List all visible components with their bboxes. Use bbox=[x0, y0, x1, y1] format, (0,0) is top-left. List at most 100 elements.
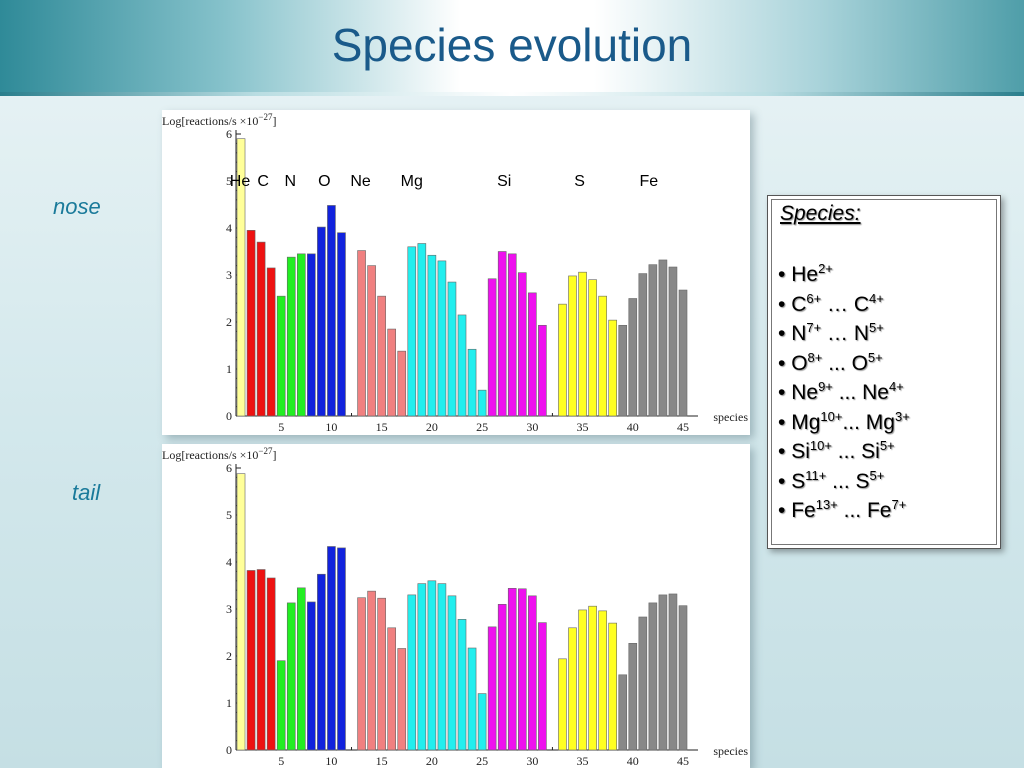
bar-mg-19 bbox=[417, 583, 427, 751]
bar-o-9 bbox=[317, 573, 326, 751]
legend-charge-high: 9+ bbox=[818, 379, 833, 394]
legend-ion-low: Ne bbox=[862, 381, 889, 404]
bar-si-26 bbox=[487, 626, 497, 751]
tail-chart-panel: 0 1 2 3 4 5 6 5 10 15 20 25 30 35 40 45 Log[reactions/s … bbox=[162, 444, 750, 768]
legend-ion-high: C bbox=[791, 292, 807, 316]
y-tick-label: 0 bbox=[226, 743, 232, 757]
legend-item-mg: • Mg10+... Mg3+ bbox=[778, 408, 910, 438]
bar-s-35 bbox=[578, 609, 587, 751]
bar-s-36 bbox=[588, 279, 597, 417]
y-tick-label: 0 bbox=[226, 409, 232, 423]
bar-c-2 bbox=[246, 570, 256, 751]
bar-mg-21 bbox=[437, 583, 447, 751]
legend-charge-low: 7+ bbox=[891, 497, 907, 512]
legend-charge-low: 4+ bbox=[869, 290, 884, 306]
legend-charge-low: 5+ bbox=[869, 467, 885, 483]
bar-si-28 bbox=[507, 588, 517, 751]
legend-charge-low: 5+ bbox=[869, 320, 884, 335]
bar-s-33 bbox=[558, 658, 567, 751]
bar-ne-13 bbox=[357, 597, 366, 751]
bar-c-4 bbox=[266, 267, 276, 417]
x-tick-label: 30 bbox=[526, 420, 538, 434]
y-tick-label: 5 bbox=[226, 508, 232, 522]
legend-charge-high: 8+ bbox=[807, 349, 823, 365]
legend-ion-low: S bbox=[855, 469, 870, 493]
legend-separator: ... bbox=[832, 381, 863, 404]
bar-ne-16 bbox=[387, 328, 396, 417]
legend-charge-low: 3+ bbox=[894, 408, 910, 424]
bar-fe-45 bbox=[678, 289, 688, 417]
element-label-mg: Mg bbox=[401, 173, 423, 190]
legend-charge-low: 4+ bbox=[888, 379, 904, 394]
legend-ion-high: Fe bbox=[791, 499, 816, 522]
bar-fe-43 bbox=[658, 259, 668, 417]
bar-s-38 bbox=[608, 622, 617, 751]
y-tick-label: 6 bbox=[226, 127, 232, 141]
x-tick-label: 5 bbox=[278, 420, 284, 434]
bar-o-11 bbox=[337, 547, 346, 751]
legend-ion-high: Si bbox=[791, 440, 810, 463]
tail-label: tail bbox=[72, 480, 101, 505]
legend-ion-low: C bbox=[853, 292, 870, 316]
legend-bullet: • bbox=[778, 292, 786, 316]
bar-o-9 bbox=[317, 226, 326, 417]
bar-n-6 bbox=[286, 602, 296, 751]
bar-mg-24 bbox=[467, 348, 477, 417]
bar-si-28 bbox=[507, 253, 517, 417]
bar-mg-21 bbox=[437, 260, 447, 417]
legend-ion-low: Fe bbox=[866, 499, 892, 522]
legend-charge-high: 13+ bbox=[815, 497, 838, 512]
bar-fe-41 bbox=[638, 273, 648, 417]
bar-fe-44 bbox=[668, 266, 678, 417]
y-tick-label: 2 bbox=[226, 649, 232, 663]
x-tick-label: 40 bbox=[627, 754, 639, 768]
element-label-he: He bbox=[230, 173, 251, 190]
species-legend-box: Species: • He2+ • C6+ … C4+ • N7+ … N5+ • O… bbox=[767, 195, 1001, 549]
bar-mg-20 bbox=[427, 580, 437, 751]
legend-separator: ... bbox=[822, 351, 852, 375]
bar-mg-25 bbox=[477, 693, 487, 751]
bar-o-11 bbox=[337, 232, 346, 417]
bar-mg-19 bbox=[417, 243, 427, 417]
legend-charge-high: 6+ bbox=[806, 290, 822, 306]
bar-si-29 bbox=[517, 272, 527, 417]
legend-charge-high: 7+ bbox=[806, 320, 822, 335]
bar-mg-22 bbox=[447, 281, 457, 417]
element-label-s: S bbox=[574, 173, 585, 190]
slide-title: Species evolution bbox=[331, 19, 693, 71]
y-axis-label: Log[reactions/s ×10−27] bbox=[162, 112, 277, 128]
y-axis-label-exponent: −27 bbox=[258, 112, 273, 122]
element-label-ne: Ne bbox=[350, 173, 371, 190]
legend-ion-high: Mg bbox=[791, 410, 821, 434]
element-label-si: Si bbox=[497, 173, 511, 190]
legend-item-n: • N7+ … N5+ bbox=[778, 319, 910, 349]
y-tick-label: 3 bbox=[226, 268, 232, 282]
legend-bullet: • bbox=[778, 410, 786, 434]
bar-o-8 bbox=[307, 601, 316, 751]
bar-s-34 bbox=[568, 275, 577, 417]
legend-charge-high: 10+ bbox=[820, 408, 843, 424]
nose-label: nose bbox=[53, 194, 101, 219]
x-tick-label: 45 bbox=[677, 420, 689, 434]
legend-ion-low: Si bbox=[861, 440, 880, 463]
bar-o-8 bbox=[307, 253, 316, 417]
x-tick-label: 25 bbox=[476, 754, 488, 768]
y-tick-label: 1 bbox=[226, 362, 232, 376]
bar-s-36 bbox=[588, 605, 597, 751]
y-axis-label-text: Log[reactions/s ×10 bbox=[162, 114, 258, 128]
x-tick-label: 5 bbox=[278, 754, 284, 768]
bar-mg-23 bbox=[457, 314, 467, 417]
species-legend-list: • He2+ • C6+ … C4+ • N7+ … N5+ • O8+ ... O5… bbox=[778, 260, 910, 526]
legend-bullet: • bbox=[778, 499, 786, 522]
bar-mg-25 bbox=[477, 389, 487, 417]
legend-bullet: • bbox=[778, 263, 786, 286]
legend-bullet: • bbox=[778, 440, 786, 463]
legend-ion-high: He bbox=[791, 263, 819, 286]
bar-ne-14 bbox=[367, 590, 376, 751]
bar-ne-17 bbox=[397, 648, 407, 751]
bar-c-3 bbox=[256, 241, 266, 417]
legend-charge-high: 10+ bbox=[809, 438, 832, 453]
bar-si-31 bbox=[538, 622, 547, 751]
